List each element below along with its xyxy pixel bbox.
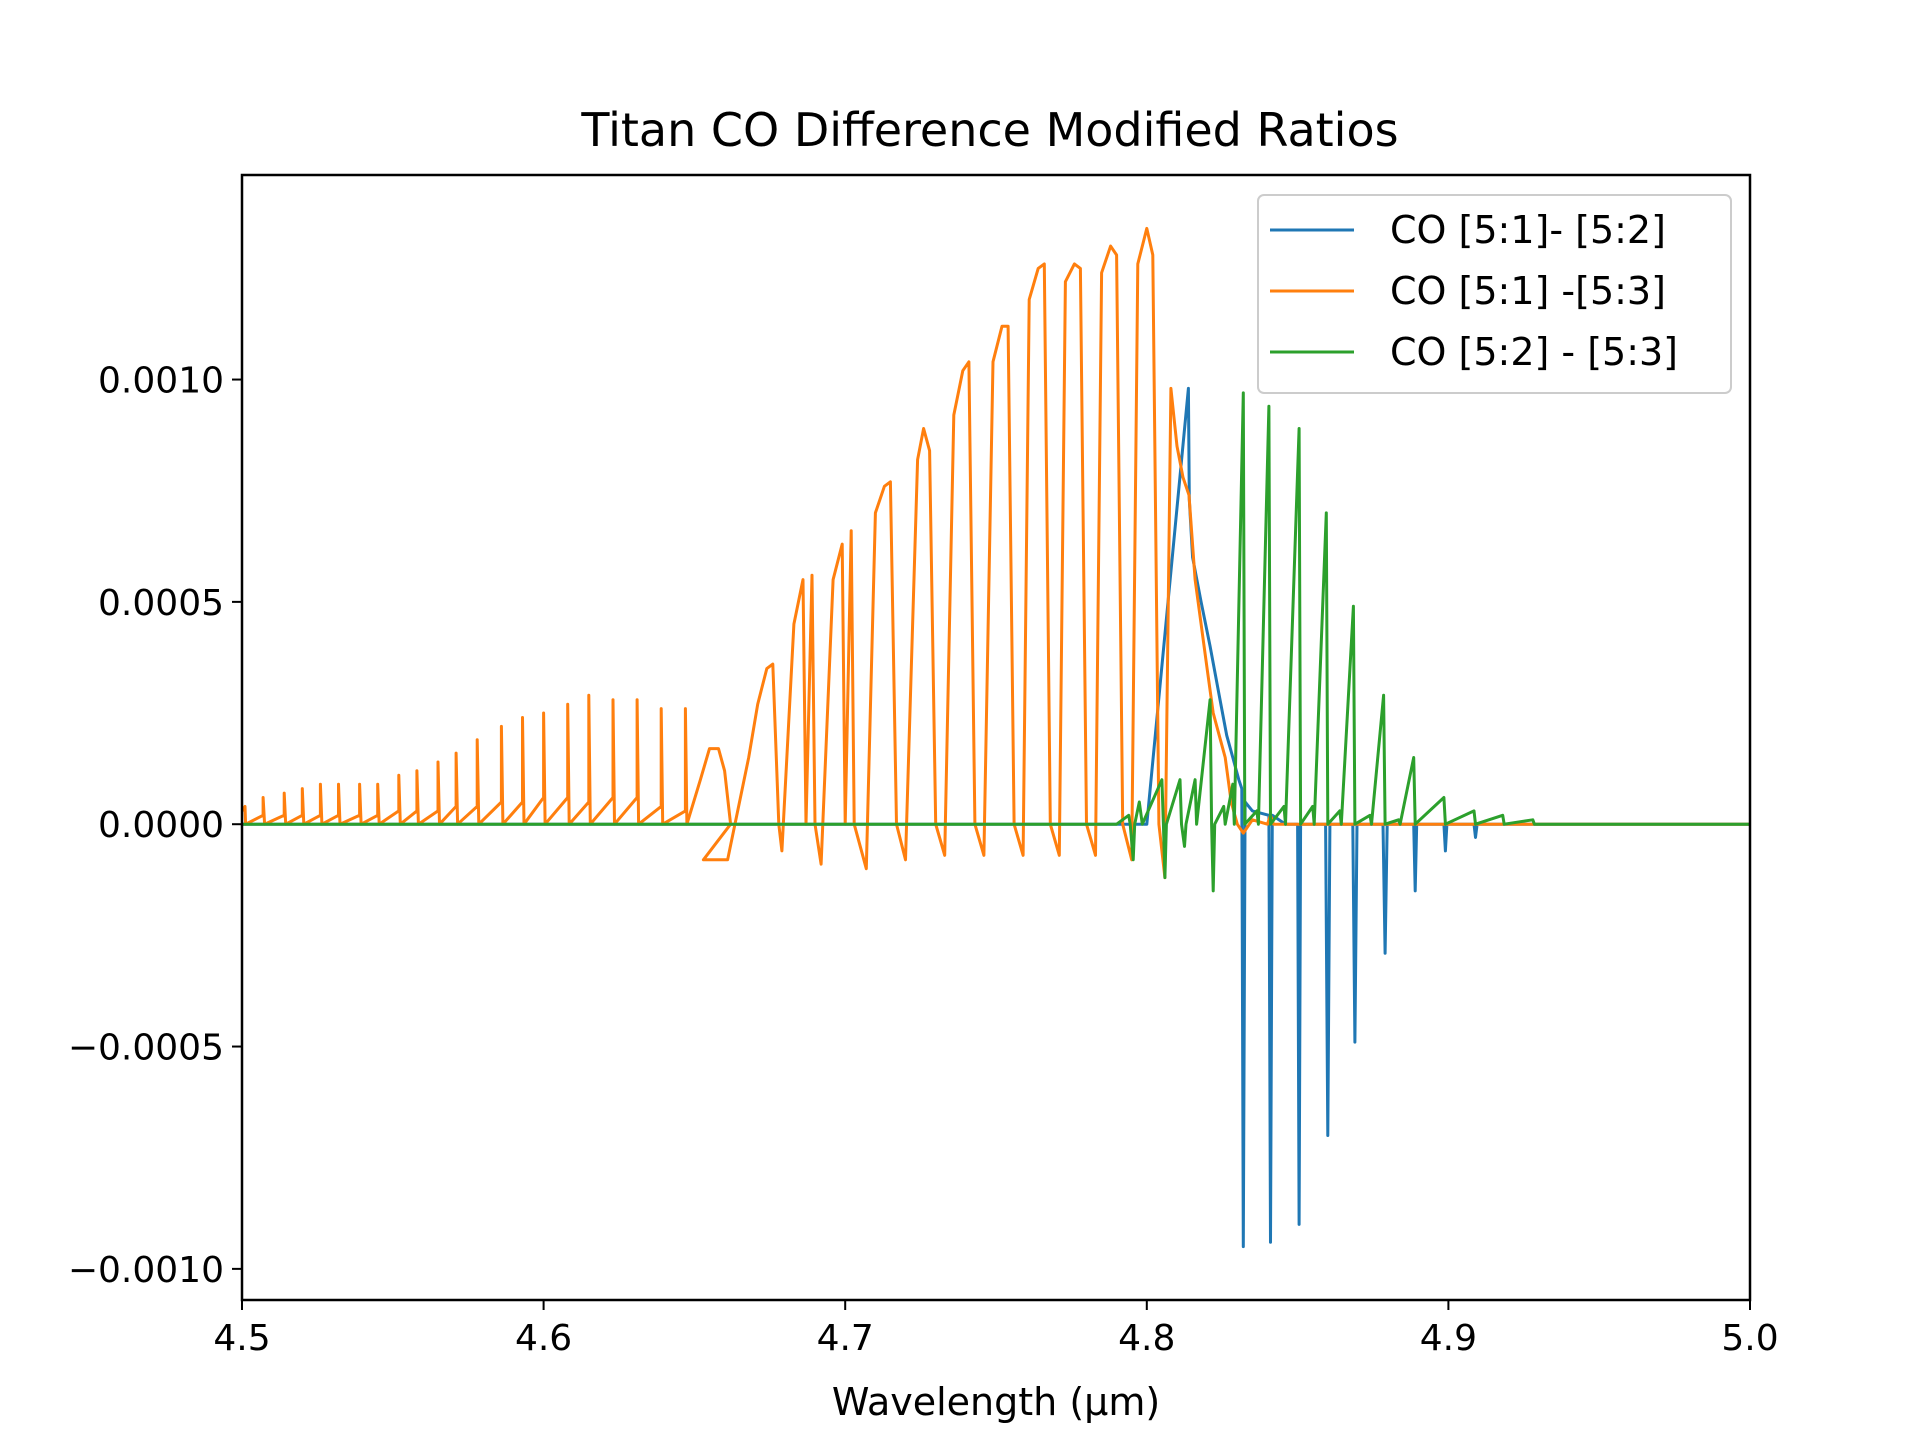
series-layer bbox=[242, 226, 1750, 1249]
x-axis: 4.5 4.6 4.7 4.8 4.9 5.0 bbox=[213, 1300, 1779, 1359]
legend-label: CO [5:2] - [5:3] bbox=[1390, 330, 1678, 374]
y-axis: 0.0010 0.0005 0.0000 −0.0005 −0.0010 bbox=[68, 361, 242, 1291]
x-tick-label: 4.8 bbox=[1118, 1318, 1175, 1359]
chart-title: Titan CO Difference Modified Ratios bbox=[580, 103, 1398, 157]
plot-frame bbox=[240, 173, 1752, 1302]
x-tick-label: 4.7 bbox=[817, 1318, 874, 1359]
x-tick-label: 5.0 bbox=[1721, 1318, 1778, 1359]
series-line-3 bbox=[242, 391, 1750, 893]
y-tick-label: 0.0010 bbox=[98, 361, 224, 402]
x-tick-label: 4.6 bbox=[515, 1318, 572, 1359]
x-axis-label: Wavelength (µm) bbox=[832, 1380, 1160, 1424]
y-tick-label: 0.0000 bbox=[98, 805, 224, 846]
y-tick-label: −0.0005 bbox=[68, 1028, 224, 1069]
legend-box bbox=[1257, 194, 1732, 394]
y-tick-label: −0.0010 bbox=[68, 1250, 224, 1291]
x-tick-label: 4.9 bbox=[1420, 1318, 1477, 1359]
x-tick-label: 4.5 bbox=[213, 1318, 270, 1359]
legend: CO [5:1]- [5:2] CO [5:1] -[5:3] CO [5:2] -… bbox=[1257, 194, 1732, 394]
legend-label: CO [5:1] -[5:3] bbox=[1390, 269, 1666, 313]
series-line-2 bbox=[242, 226, 1750, 880]
y-tick-label: 0.0005 bbox=[98, 583, 224, 624]
legend-label: CO [5:1]- [5:2] bbox=[1390, 208, 1666, 252]
